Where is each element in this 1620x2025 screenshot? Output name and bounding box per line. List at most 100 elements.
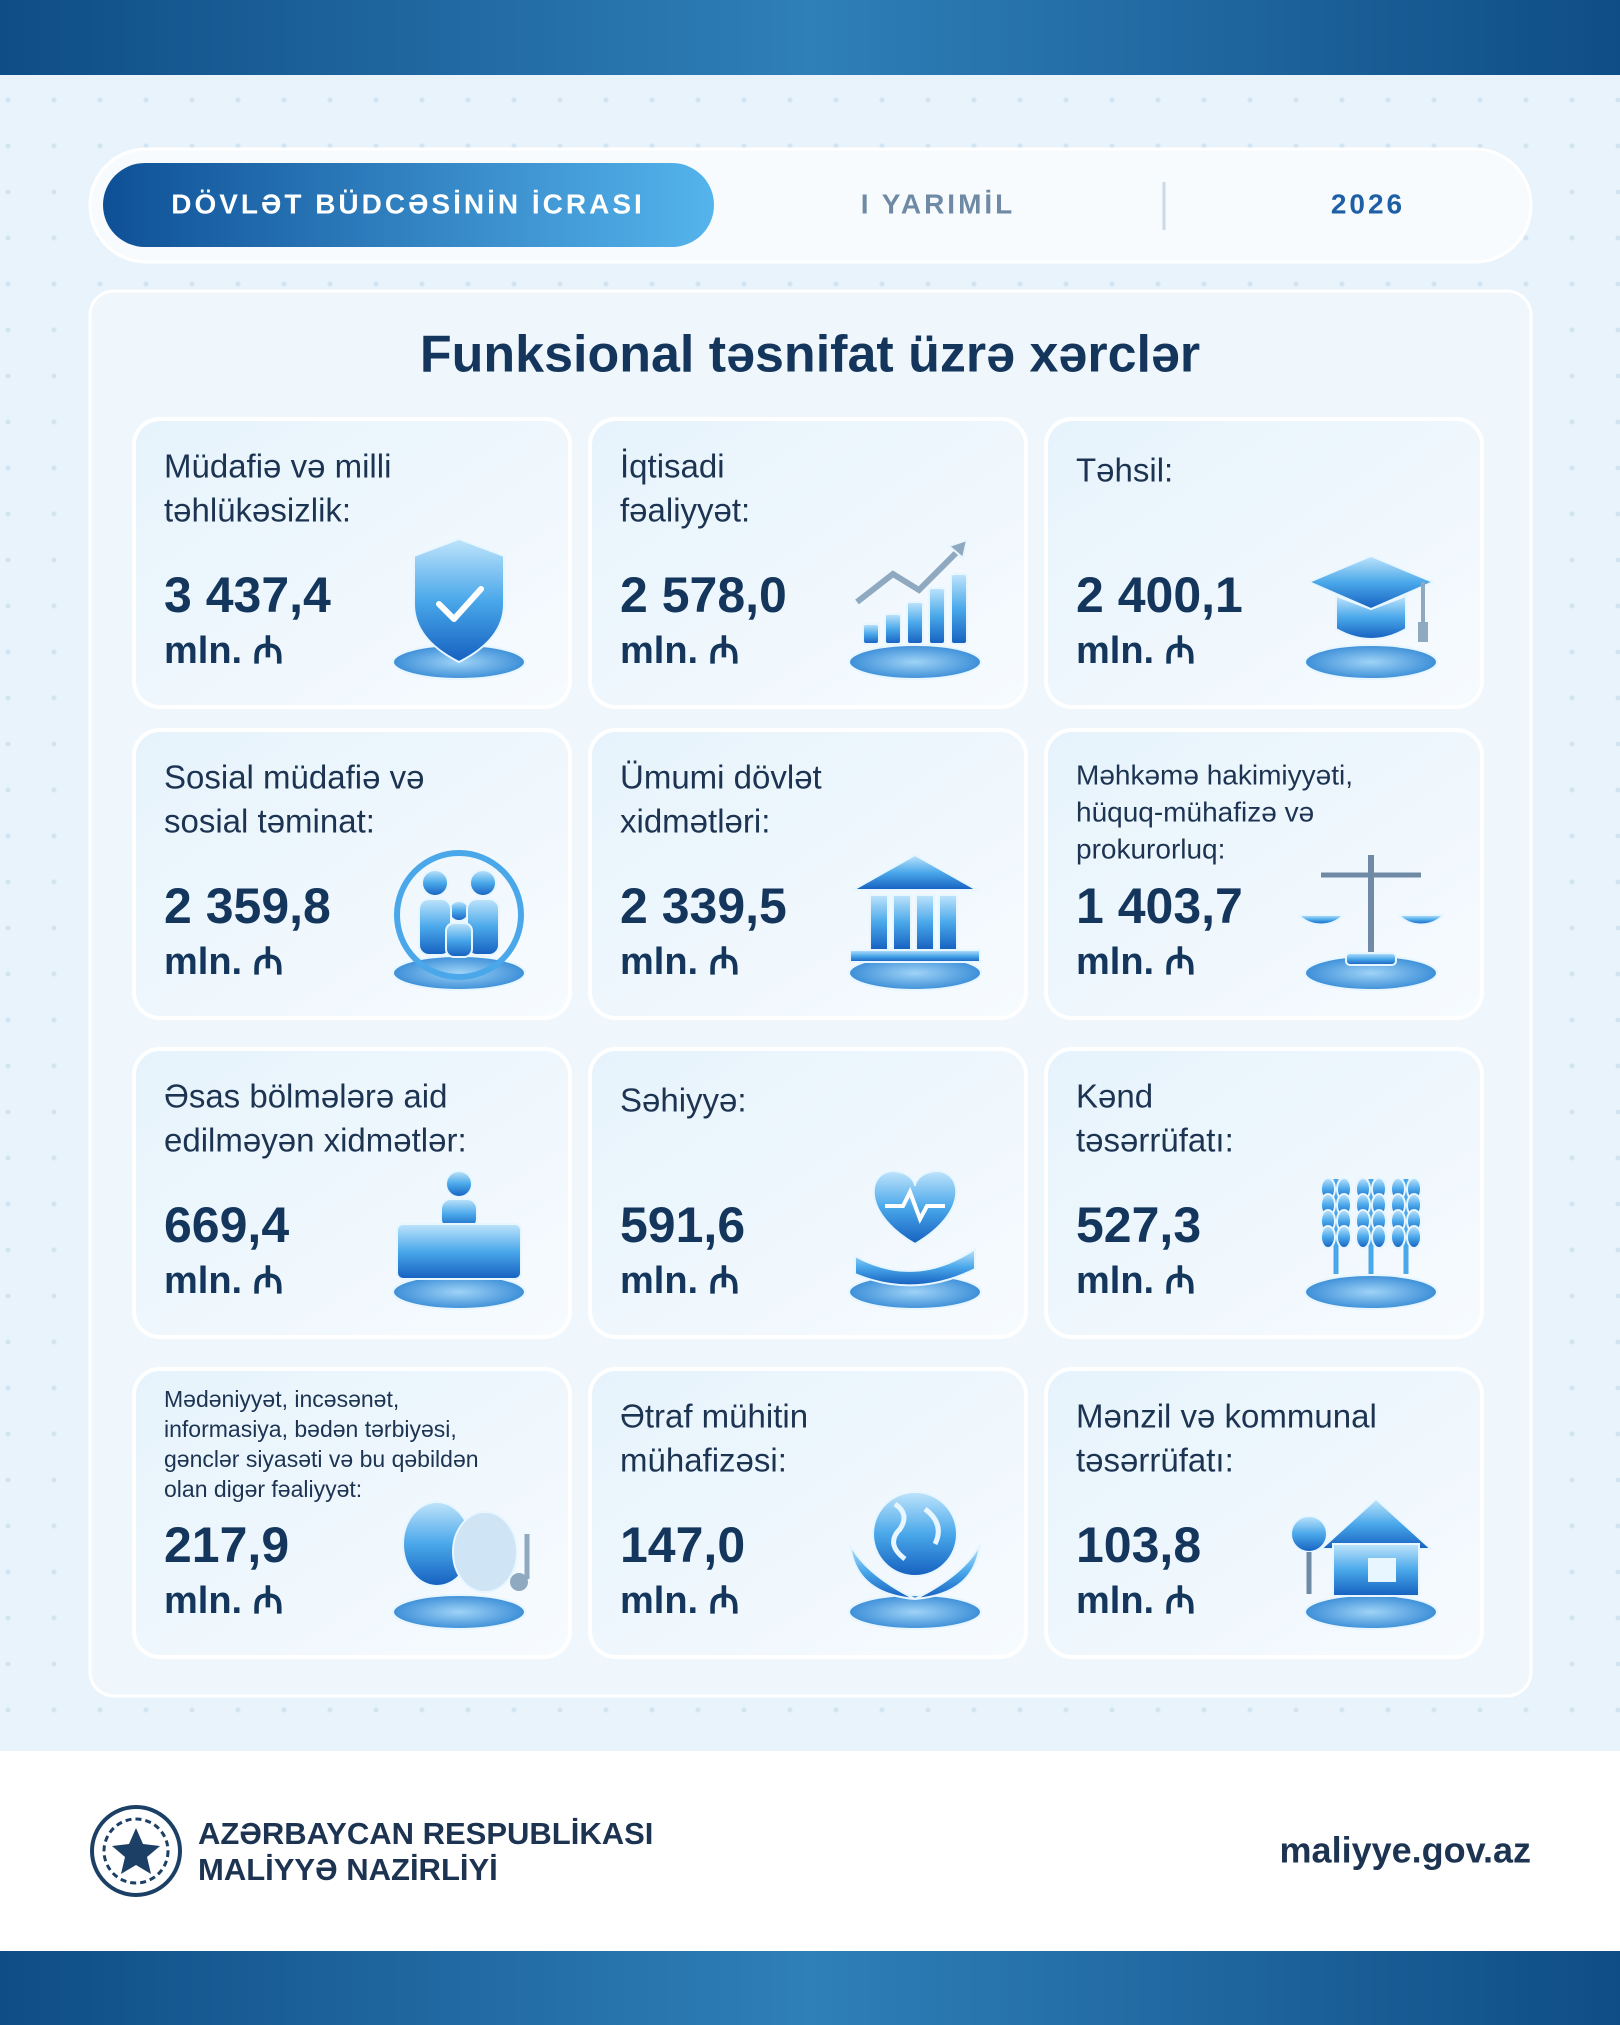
icon-part xyxy=(1371,1225,1387,1249)
card-label: Əsas bölmələrə aid xyxy=(164,1078,447,1115)
icon-part xyxy=(914,1543,981,1600)
card: Əsas bölmələrə aid edilməyən xidmətlər: 66… xyxy=(132,1047,572,1339)
icon-part xyxy=(1355,1225,1371,1249)
card: Sosial müdafiə və sosial təminat: 2 359,8 m… xyxy=(132,728,572,1020)
card-label: Müdafiə və milli xyxy=(164,448,391,485)
website[interactable]: maliyye.gov.az xyxy=(1280,1830,1531,1871)
card-unit: mln. ₼ xyxy=(164,630,283,672)
icon-part xyxy=(906,601,924,645)
icon-part xyxy=(862,623,880,645)
icon-part xyxy=(1336,1225,1352,1249)
card-label: prokurorluq: xyxy=(1076,833,1225,864)
card-bg xyxy=(588,1367,1028,1659)
tab-label: DÖVLƏT BÜDCƏSİNİN İCRASI xyxy=(171,188,645,219)
card-label: Ətraf mühitin xyxy=(620,1398,808,1435)
card-unit: mln. ₼ xyxy=(620,1580,739,1622)
card-label: informasiya, bədən tərbiyəsi, xyxy=(164,1416,457,1442)
icon-part xyxy=(1296,914,1346,926)
card-label: Ümumi dövlət xyxy=(620,759,822,796)
icon-part xyxy=(413,537,505,664)
icon-part xyxy=(396,1223,522,1280)
icon-pedestal xyxy=(1304,1274,1438,1310)
icon-part xyxy=(849,853,981,891)
card: Ətraf mühitin mühafizəsi: 147,0 mln. ₼ xyxy=(588,1367,1028,1659)
card-icon xyxy=(392,1501,530,1630)
icon-part xyxy=(1396,914,1446,926)
card-value: 2 400,1 xyxy=(1076,567,1243,623)
card-unit: mln. ₼ xyxy=(164,1580,283,1622)
icon-pedestal xyxy=(392,955,526,991)
period-label: I YARIMİL xyxy=(861,188,1016,219)
icon-part xyxy=(1345,952,1397,966)
card-icon xyxy=(1304,554,1438,680)
card-value: 669,4 xyxy=(164,1197,289,1253)
emblem xyxy=(90,1805,182,1897)
icon-part xyxy=(1306,554,1436,611)
card-icon xyxy=(1304,1177,1438,1310)
card-unit: mln. ₼ xyxy=(1076,941,1195,983)
icon-part xyxy=(872,1491,958,1577)
icon-part xyxy=(436,586,484,622)
card-unit: mln. ₼ xyxy=(620,941,739,983)
icon-pedestal xyxy=(392,1274,526,1310)
icon-part xyxy=(1290,1515,1328,1553)
card: Mədəniyyət, incəsənət, informasiya, bədən… xyxy=(132,1367,572,1659)
icon-part xyxy=(1418,622,1428,642)
icon-pedestal xyxy=(848,1594,982,1630)
card-unit: mln. ₼ xyxy=(1076,630,1195,672)
card: Məhkəmə hakimiyyəti, hüquq-mühafizə və pro… xyxy=(1044,728,1484,1020)
main-title: Funksional təsnifat üzrə xərclər xyxy=(420,326,1200,384)
card-value: 103,8 xyxy=(1076,1517,1201,1573)
card: İqtisadi fəaliyyət: 2 578,0 mln. ₼ xyxy=(588,417,1028,709)
card-icon xyxy=(392,850,526,991)
card-unit: mln. ₼ xyxy=(164,941,283,983)
icon-part xyxy=(421,869,449,897)
card-label: təsərrüfatı: xyxy=(1076,1442,1234,1479)
card-label: sosial təminat: xyxy=(164,803,375,840)
active-tab[interactable] xyxy=(103,163,714,247)
icon-part xyxy=(1406,1225,1422,1249)
icon-part xyxy=(1335,594,1407,640)
card-label: Kənd xyxy=(1076,1078,1153,1115)
card: Kənd təsərrüfatı: 527,3 mln. ₼ xyxy=(1044,1047,1484,1339)
card-value: 2 578,0 xyxy=(620,567,787,623)
card: Təhsil: 2 400,1 mln. ₼ xyxy=(1044,417,1484,709)
card-unit: mln. ₼ xyxy=(1076,1260,1195,1302)
icon-part xyxy=(938,894,958,951)
card-bg xyxy=(588,1047,1028,1339)
card-value: 2 359,8 xyxy=(164,878,331,934)
icon-part xyxy=(1368,1558,1396,1582)
card-value: 1 403,7 xyxy=(1076,878,1243,934)
card: Səhiyyə: 591,6 mln. ₼ xyxy=(588,1047,1028,1339)
card: Müdafiə və milli təhlükəsizlik: 3 437,4 mln… xyxy=(132,417,572,709)
icon-part xyxy=(394,850,524,980)
card-value: 147,0 xyxy=(620,1517,745,1573)
card-label: mühafizəsi: xyxy=(620,1442,787,1479)
card-unit: mln. ₼ xyxy=(164,1260,283,1302)
card-label: Təhsil: xyxy=(1076,452,1173,489)
year-label: 2026 xyxy=(1331,188,1405,219)
icon-pedestal xyxy=(1304,1594,1438,1630)
card-unit: mln. ₼ xyxy=(1076,1580,1195,1622)
card: Ümumi dövlət xidmətləri: 2 339,5 mln. ₼ xyxy=(588,728,1028,1020)
card-value: 3 437,4 xyxy=(164,567,331,623)
card-value: 591,6 xyxy=(620,1197,745,1253)
icon-part xyxy=(448,900,470,922)
icon-part xyxy=(947,538,969,560)
card-label: gənclər siyasəti və bu qəbildən xyxy=(164,1446,479,1472)
icon-part xyxy=(445,1170,473,1198)
card-label: Səhiyyə: xyxy=(620,1082,747,1119)
card-value: 217,9 xyxy=(164,1517,289,1573)
card-icon xyxy=(392,1170,526,1310)
org-name: AZƏRBAYCAN RESPUBLİKASI xyxy=(198,1816,653,1851)
card-icon xyxy=(848,538,982,680)
icon-part xyxy=(869,894,889,951)
icon-part xyxy=(884,613,902,645)
icon-pedestal xyxy=(392,1594,526,1630)
icon-part xyxy=(1390,1225,1406,1249)
card-label: İqtisadi xyxy=(620,448,725,485)
icon-pedestal xyxy=(1304,644,1438,680)
card-icon xyxy=(1290,1497,1438,1630)
card-icon xyxy=(848,1170,982,1310)
